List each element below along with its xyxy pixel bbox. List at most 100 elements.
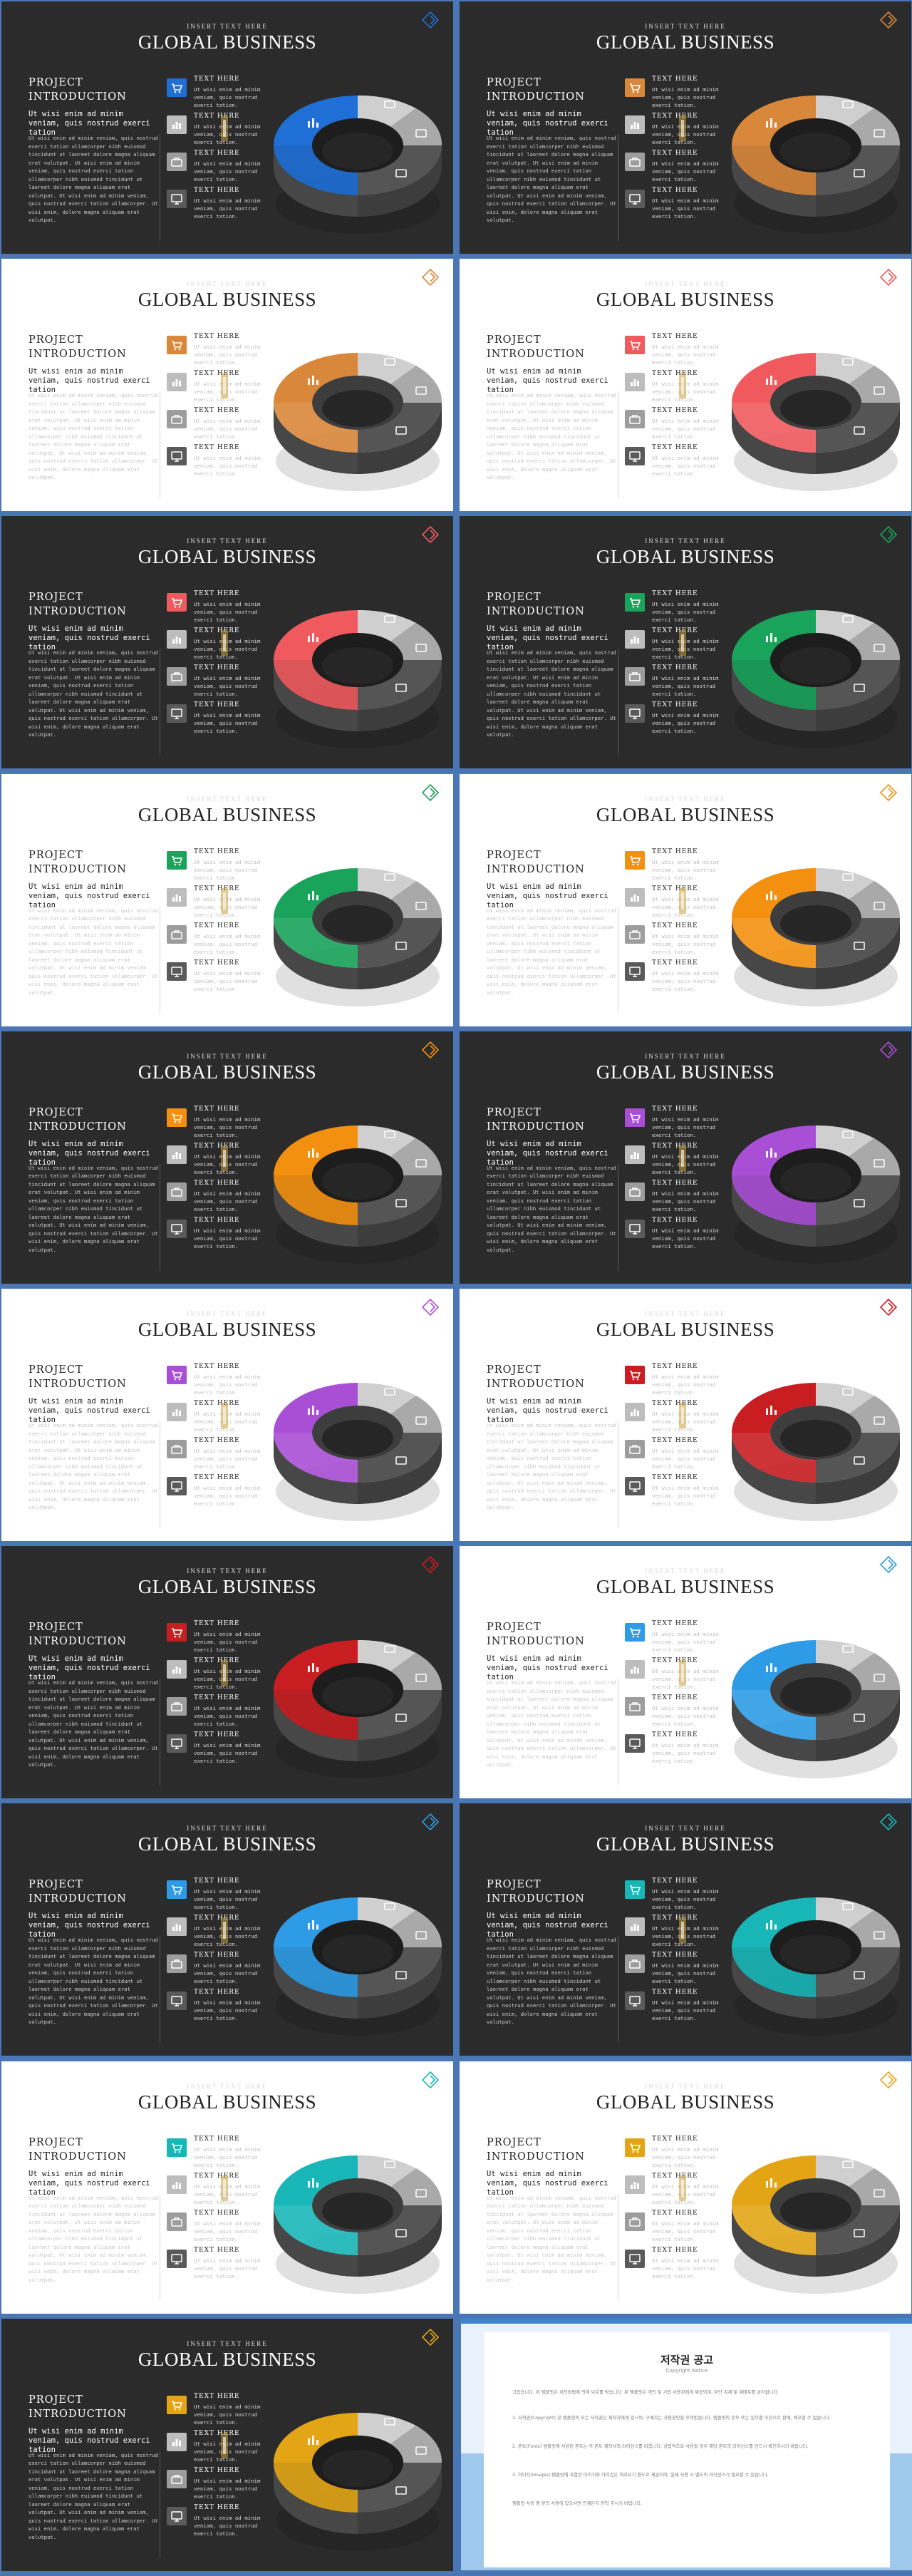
feature-description: Ut wisi enim ad minim veniam, quis nostr…: [194, 123, 261, 145]
feature-heading: TEXT HERE: [194, 2172, 240, 2180]
feature-description: Ut wisi enim ad minim veniam, quis nostr…: [652, 1448, 719, 1470]
segmented-donut-graphic: [274, 95, 442, 234]
feature-description: Ut wisi enim ad minim veniam, quis nostr…: [194, 932, 261, 955]
slide-kicker: INSERT TEXT HERE: [645, 1310, 726, 1317]
feature-heading: TEXT HERE: [652, 2246, 698, 2254]
slide-thumbnail[interactable]: INSERT TEXT HERE GLOBAL BUSINESS PROJECT…: [1, 1, 453, 254]
slide-thumbnail[interactable]: INSERT TEXT HERE GLOBAL BUSINESS PROJECT…: [460, 259, 911, 512]
feature-icon-box: [167, 115, 187, 134]
slide-title: GLOBAL BUSINESS: [596, 1319, 775, 1340]
chart-icon: [172, 894, 181, 902]
slide-thumbnail[interactable]: INSERT TEXT HERE GLOBAL BUSINESS PROJECT…: [460, 1289, 911, 1541]
chart-icon: [172, 122, 181, 129]
slide-thumbnail[interactable]: INSERT TEXT HERE GLOBAL BUSINESS PROJECT…: [1, 1289, 453, 1541]
feature-description: Ut wisi enim ad minim veniam, quis nostr…: [652, 1925, 719, 1948]
slide-kicker: INSERT TEXT HERE: [187, 23, 268, 30]
slide-kicker: INSERT TEXT HERE: [187, 537, 268, 545]
monitor-icon: [629, 194, 641, 205]
project-line-2: INTRODUCTION: [28, 1120, 127, 1133]
feature-description: Ut wisi enim ad minim veniam, quis nostr…: [652, 160, 719, 182]
slide-thumbnail[interactable]: INSERT TEXT HERE GLOBAL BUSINESS PROJECT…: [460, 1546, 911, 1799]
chart-icon: [631, 1924, 639, 1932]
project-heading: PROJECT INTRODUCTION: [28, 1877, 127, 1906]
feature-description: Ut wisi enim ad minim veniam, quis nostr…: [194, 1888, 261, 1911]
diamond-logo-icon: [422, 11, 439, 29]
chart-icon: [631, 1151, 639, 1159]
cart-icon: [630, 83, 641, 93]
project-line-2: INTRODUCTION: [487, 349, 585, 361]
segmented-donut-graphic: [274, 2155, 442, 2294]
slide-kicker: INSERT TEXT HERE: [187, 1310, 268, 1317]
slide-title: GLOBAL BUSINESS: [138, 1833, 317, 1855]
slide-thumbnail[interactable]: INSERT TEXT HERE GLOBAL BUSINESS PROJECT…: [460, 1803, 911, 2056]
feature-icon-box: [167, 1917, 187, 1937]
slide-thumbnail[interactable]: INSERT TEXT HERE GLOBAL BUSINESS PROJECT…: [1, 773, 453, 1026]
project-heading: PROJECT INTRODUCTION: [28, 1620, 127, 1649]
feature-icon-box: [625, 962, 645, 981]
slide-thumbnail[interactable]: INSERT TEXT HERE GLOBAL BUSINESS PROJECT…: [460, 1, 911, 254]
slide-thumbnail[interactable]: INSERT TEXT HERE GLOBAL BUSINESS PROJECT…: [1, 1031, 453, 1284]
feature-heading: TEXT HERE: [652, 664, 698, 672]
project-line-1: PROJECT: [28, 2394, 83, 2406]
feature-description: Ut wisi enim ad minim veniam, quis nostr…: [194, 858, 261, 881]
slide-title: GLOBAL BUSINESS: [596, 1576, 775, 1598]
feature-heading: TEXT HERE: [194, 847, 240, 855]
project-line-2: INTRODUCTION: [28, 1379, 127, 1390]
slide-thumbnail[interactable]: INSERT TEXT HERE GLOBAL BUSINESS PROJECT…: [1, 1803, 453, 2056]
cart-icon: [172, 598, 183, 608]
project-line-2: INTRODUCTION: [28, 606, 127, 618]
diamond-logo-icon: [880, 1299, 897, 1316]
intro-body-text: Ut wisi enim ad minim veniam, quis nostr…: [487, 2194, 616, 2283]
feature-description: Ut wisi enim ad minim veniam, quis nostr…: [194, 1668, 261, 1691]
project-line-2: INTRODUCTION: [487, 1379, 585, 1390]
project-line-1: PROJECT: [28, 849, 83, 861]
feature-heading: TEXT HERE: [652, 2209, 698, 2217]
feature-description: Ut wisi enim ad minim veniam, quis nostr…: [652, 418, 719, 441]
feature-description: Ut wisi enim ad minim veniam, quis nostr…: [652, 1999, 719, 2022]
slide-thumbnail[interactable]: INSERT TEXT HERE GLOBAL BUSINESS PROJECT…: [1, 2318, 453, 2571]
project-line-1: PROJECT: [487, 334, 542, 346]
feature-icon-box: [167, 2469, 187, 2488]
feature-description: Ut wisi enim ad minim veniam, quis nostr…: [652, 2257, 719, 2279]
project-line-2: INTRODUCTION: [28, 349, 127, 361]
slide-kicker: INSERT TEXT HERE: [645, 1825, 726, 1833]
feature-icon-box: [625, 924, 645, 944]
feature-heading: TEXT HERE: [194, 701, 240, 709]
feature-heading: TEXT HERE: [194, 1179, 240, 1187]
monitor-icon: [171, 451, 182, 462]
slide-title: GLOBAL BUSINESS: [596, 1833, 775, 1855]
feature-description: Ut wisi enim ad minim veniam, quis nostr…: [194, 1190, 261, 1212]
slide-thumbnail[interactable]: INSERT TEXT HERE GLOBAL BUSINESS PROJECT…: [1, 2061, 453, 2314]
feature-heading: TEXT HERE: [652, 959, 698, 967]
feature-heading: TEXT HERE: [194, 1952, 240, 1959]
feature-description: Ut wisi enim ad minim veniam, quis nostr…: [194, 1631, 261, 1654]
feature-description: Ut wisi enim ad minim veniam, quis nostr…: [652, 1411, 719, 1433]
slide-thumbnail[interactable]: INSERT TEXT HERE GLOBAL BUSINESS PROJECT…: [460, 1031, 911, 1284]
project-line-1: PROJECT: [28, 1622, 83, 1634]
project-heading: PROJECT INTRODUCTION: [28, 2135, 127, 2164]
slide-thumbnail[interactable]: INSERT TEXT HERE GLOBAL BUSINESS PROJECT…: [460, 2061, 911, 2314]
watermark-icon: [221, 373, 228, 399]
feature-heading: TEXT HERE: [652, 150, 698, 157]
project-heading: PROJECT INTRODUCTION: [487, 76, 585, 104]
slide-thumbnail[interactable]: INSERT TEXT HERE GLOBAL BUSINESS PROJECT…: [460, 516, 911, 769]
feature-description: Ut wisi enim ad minim veniam, quis nostr…: [652, 1888, 719, 1911]
feature-heading: TEXT HERE: [652, 885, 698, 892]
project-line-1: PROJECT: [28, 592, 83, 604]
slide-title: GLOBAL BUSINESS: [138, 1576, 317, 1598]
slide-thumbnail[interactable]: INSERT TEXT HERE GLOBAL BUSINESS PROJECT…: [1, 516, 453, 769]
notice-paragraph: 고맙습니다. 본 템플릿은 저작권법에 의해 보호를 받습니다. 본 템플릿은 …: [512, 2390, 779, 2395]
slide-thumbnail[interactable]: INSERT TEXT HERE GLOBAL BUSINESS PROJECT…: [1, 259, 453, 512]
cart-icon: [172, 83, 183, 93]
feature-description: Ut wisi enim ad minim veniam, quis nostr…: [194, 160, 261, 182]
project-heading: PROJECT INTRODUCTION: [487, 2135, 585, 2164]
slide-thumbnail[interactable]: INSERT TEXT HERE GLOBAL BUSINESS PROJECT…: [1, 1546, 453, 1799]
slide-thumbnail[interactable]: INSERT TEXT HERE GLOBAL BUSINESS PROJECT…: [460, 773, 911, 1026]
segmented-donut-graphic: [274, 2412, 442, 2551]
project-line-1: PROJECT: [487, 1879, 542, 1891]
briefcase-icon: [629, 672, 641, 682]
feature-description: Ut wisi enim ad minim veniam, quis nostr…: [652, 2183, 719, 2205]
feature-description: Ut wisi enim ad minim veniam, quis nostr…: [652, 1116, 719, 1138]
project-line-2: INTRODUCTION: [28, 2150, 127, 2163]
intro-body-text: Ut wisi enim ad minim veniam, quis nostr…: [28, 2451, 158, 2540]
